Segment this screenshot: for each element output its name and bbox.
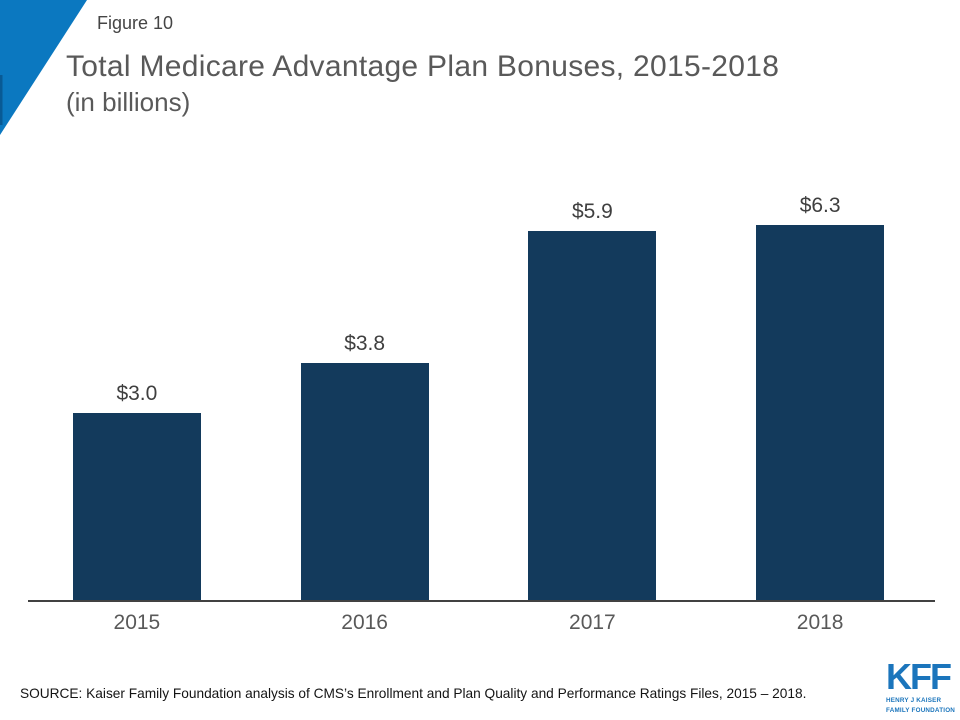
kff-logo: KFF HENRY J KAISER FAMILY FOUNDATION: [886, 659, 955, 715]
corner-accent-bar-icon: [0, 75, 3, 125]
bar-group-2016: $3.8: [251, 194, 479, 600]
kff-logo-name-line1: HENRY J KAISER: [886, 697, 942, 704]
corner-triangle-icon: [0, 0, 87, 135]
x-axis-label-2017: 2017: [569, 611, 616, 634]
bar-2018: [756, 225, 885, 600]
figure-label: Figure 10: [97, 13, 174, 33]
x-axis-label-2015: 2015: [113, 611, 161, 634]
bar-chart-plot-area: $3.0 $3.8 $5.9 $6.3: [23, 194, 934, 600]
bar-value-label: $6.3: [799, 194, 841, 217]
x-axis-label-2016: 2016: [341, 611, 388, 634]
kff-logo-name-line2: FAMILY FOUNDATION: [886, 706, 956, 714]
x-axis-line: [28, 600, 935, 602]
bar-2016: [300, 363, 429, 600]
bar-value-label: $3.0: [116, 381, 158, 405]
chart-subtitle: (in billions): [66, 87, 191, 117]
bar-2015: [72, 413, 201, 600]
chart-title: Total Medicare Advantage Plan Bonuses, 2…: [66, 50, 780, 83]
bar-group-2017: $5.9: [479, 194, 707, 600]
bar-value-label: $5.9: [571, 199, 613, 223]
x-axis-label-2018: 2018: [796, 611, 844, 634]
bar-value-label: $3.8: [344, 331, 386, 355]
bar-group-2015: $3.0: [23, 194, 251, 600]
kff-logo-acronym: KFF: [886, 656, 952, 697]
bar-group-2018: $6.3: [706, 194, 934, 600]
corner-accent-shape: [0, 0, 87, 135]
bar-2017: [528, 231, 657, 600]
x-axis-labels: 2015 2016 2017 2018: [23, 611, 934, 635]
source-note: SOURCE: Kaiser Family Foundation analysi…: [20, 686, 807, 701]
